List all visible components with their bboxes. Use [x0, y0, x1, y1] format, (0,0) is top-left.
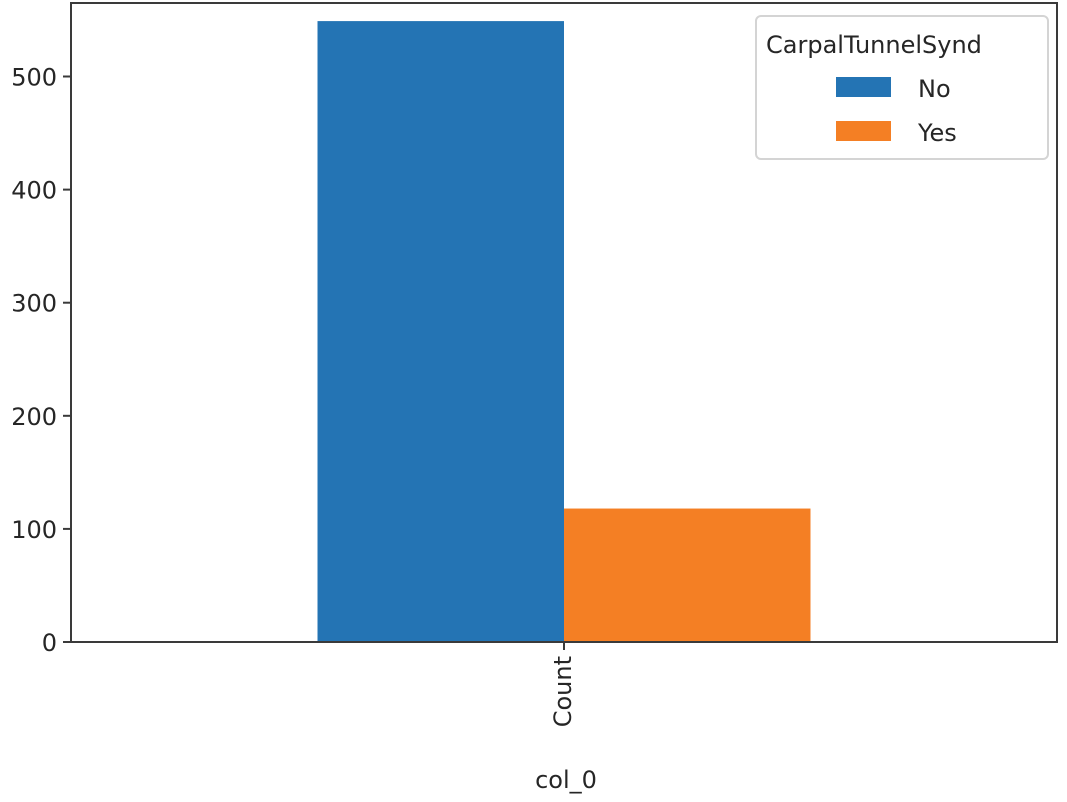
y-tick-label: 100 — [11, 516, 57, 544]
bar-count-yes — [564, 508, 811, 642]
legend-title: CarpalTunnelSynd — [766, 31, 982, 59]
y-tick-label: 400 — [11, 177, 57, 205]
legend-swatch-yes — [836, 121, 891, 141]
bars-layer — [317, 21, 811, 642]
legend-entries: No Yes — [836, 75, 957, 147]
x-tick-label: Count — [549, 656, 577, 727]
legend-label-yes: Yes — [917, 119, 957, 147]
x-axis: Count — [549, 642, 577, 727]
legend-label-no: No — [918, 75, 951, 103]
x-axis-title: col_0 — [535, 766, 597, 794]
bar-count-no — [317, 21, 564, 642]
legend-swatch-no — [836, 77, 891, 97]
y-tick-label: 300 — [11, 290, 57, 318]
y-tick-label: 200 — [11, 403, 57, 431]
y-axis: 0 100 200 300 400 500 — [11, 64, 71, 657]
legend-box — [755, 15, 1049, 160]
y-tick-label: 0 — [42, 629, 57, 657]
legend: CarpalTunnelSynd No Yes — [755, 15, 1049, 160]
y-tick-label: 500 — [11, 64, 57, 92]
